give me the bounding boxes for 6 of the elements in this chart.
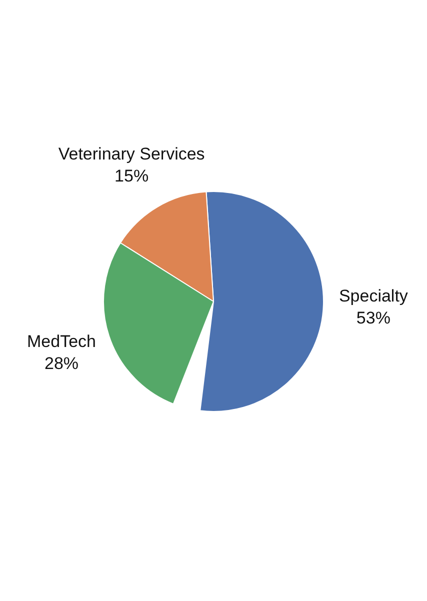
data-label: 15% — [114, 166, 149, 186]
data-label: 53% — [356, 308, 390, 328]
slice-label: Specialty — [338, 286, 408, 306]
slice-label: Veterinary Services — [58, 144, 205, 164]
data-label: 28% — [44, 354, 79, 373]
slice-label: MedTech — [27, 332, 96, 351]
